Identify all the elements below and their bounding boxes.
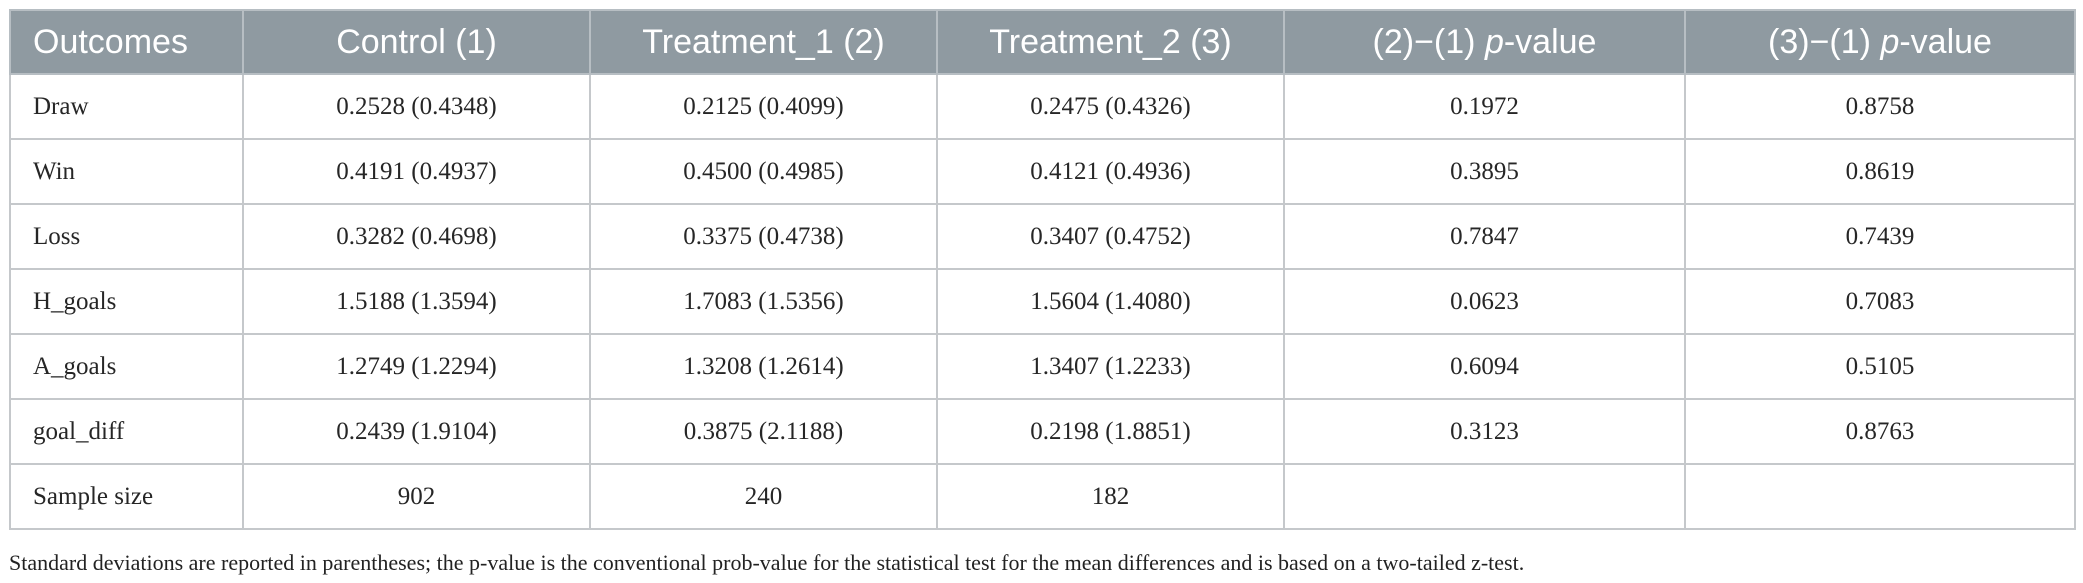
table-footnote: Standard deviations are reported in pare…	[9, 550, 2074, 576]
table-cell: 1.5604 (1.4080)	[937, 269, 1284, 334]
header-row: Outcomes Control (1) Treatment_1 (2) Tre…	[10, 10, 2075, 74]
header-treatment-1: Treatment_1 (2)	[590, 10, 937, 74]
table-cell: 182	[937, 464, 1284, 529]
table-cell: 0.2125 (0.4099)	[590, 74, 937, 139]
table-cell: 1.5188 (1.3594)	[243, 269, 590, 334]
table-cell: 0.3375 (0.4738)	[590, 204, 937, 269]
header-treatment-2: Treatment_2 (3)	[937, 10, 1284, 74]
table-cell: 1.3407 (1.2233)	[937, 334, 1284, 399]
table-row: A_goals 1.2749 (1.2294) 1.3208 (1.2614) …	[10, 334, 2075, 399]
header-outcomes: Outcomes	[10, 10, 243, 74]
table-cell	[1284, 464, 1685, 529]
table-cell: 0.0623	[1284, 269, 1685, 334]
table-cell: 0.3875 (2.1188)	[590, 399, 937, 464]
table-cell: 0.2198 (1.8851)	[937, 399, 1284, 464]
row-label: H_goals	[10, 269, 243, 334]
header-pvalue-2-1: (2)−(1) p-value	[1284, 10, 1685, 74]
table-cell: 0.3123	[1284, 399, 1685, 464]
table-cell: 1.7083 (1.5356)	[590, 269, 937, 334]
table-cell: 0.7847	[1284, 204, 1685, 269]
header-pvalue-2-1-p: p	[1485, 23, 1504, 61]
table-cell: 0.7439	[1685, 204, 2075, 269]
row-label: Sample size	[10, 464, 243, 529]
table-row: Draw 0.2528 (0.4348) 0.2125 (0.4099) 0.2…	[10, 74, 2075, 139]
table-cell: 0.4191 (0.4937)	[243, 139, 590, 204]
header-control: Control (1)	[243, 10, 590, 74]
table-cell: 0.6094	[1284, 334, 1685, 399]
table-row: Win 0.4191 (0.4937) 0.4500 (0.4985) 0.41…	[10, 139, 2075, 204]
results-table-container: Outcomes Control (1) Treatment_1 (2) Tre…	[9, 9, 2074, 530]
header-pvalue-3-1: (3)−(1) p-value	[1685, 10, 2075, 74]
table-cell: 902	[243, 464, 590, 529]
table-cell: 0.7083	[1685, 269, 2075, 334]
table-cell: 0.8619	[1685, 139, 2075, 204]
table-cell: 1.2749 (1.2294)	[243, 334, 590, 399]
row-label: Draw	[10, 74, 243, 139]
table-cell: 0.1972	[1284, 74, 1685, 139]
header-pvalue-3-1-p: p	[1880, 23, 1899, 61]
row-label: A_goals	[10, 334, 243, 399]
table-cell: 0.5105	[1685, 334, 2075, 399]
table-row: Loss 0.3282 (0.4698) 0.3375 (0.4738) 0.3…	[10, 204, 2075, 269]
header-pvalue-2-1-suffix: -value	[1504, 23, 1597, 61]
table-row-sample-size: Sample size 902 240 182	[10, 464, 2075, 529]
table-cell	[1685, 464, 2075, 529]
row-label: Win	[10, 139, 243, 204]
table-cell: 0.2528 (0.4348)	[243, 74, 590, 139]
table-cell: 1.3208 (1.2614)	[590, 334, 937, 399]
table-cell: 0.4121 (0.4936)	[937, 139, 1284, 204]
row-label: Loss	[10, 204, 243, 269]
header-pvalue-3-1-prefix: (3)−(1)	[1768, 23, 1880, 61]
table-row: H_goals 1.5188 (1.3594) 1.7083 (1.5356) …	[10, 269, 2075, 334]
table-cell: 0.3895	[1284, 139, 1685, 204]
table-cell: 0.2475 (0.4326)	[937, 74, 1284, 139]
table-cell: 240	[590, 464, 937, 529]
table-cell: 0.8758	[1685, 74, 2075, 139]
header-pvalue-2-1-prefix: (2)−(1)	[1373, 23, 1485, 61]
header-pvalue-3-1-suffix: -value	[1899, 23, 1992, 61]
row-label: goal_diff	[10, 399, 243, 464]
table-cell: 0.3407 (0.4752)	[937, 204, 1284, 269]
results-table: Outcomes Control (1) Treatment_1 (2) Tre…	[9, 9, 2076, 530]
table-cell: 0.2439 (1.9104)	[243, 399, 590, 464]
table-cell: 0.3282 (0.4698)	[243, 204, 590, 269]
table-cell: 0.8763	[1685, 399, 2075, 464]
table-row: goal_diff 0.2439 (1.9104) 0.3875 (2.1188…	[10, 399, 2075, 464]
table-cell: 0.4500 (0.4985)	[590, 139, 937, 204]
